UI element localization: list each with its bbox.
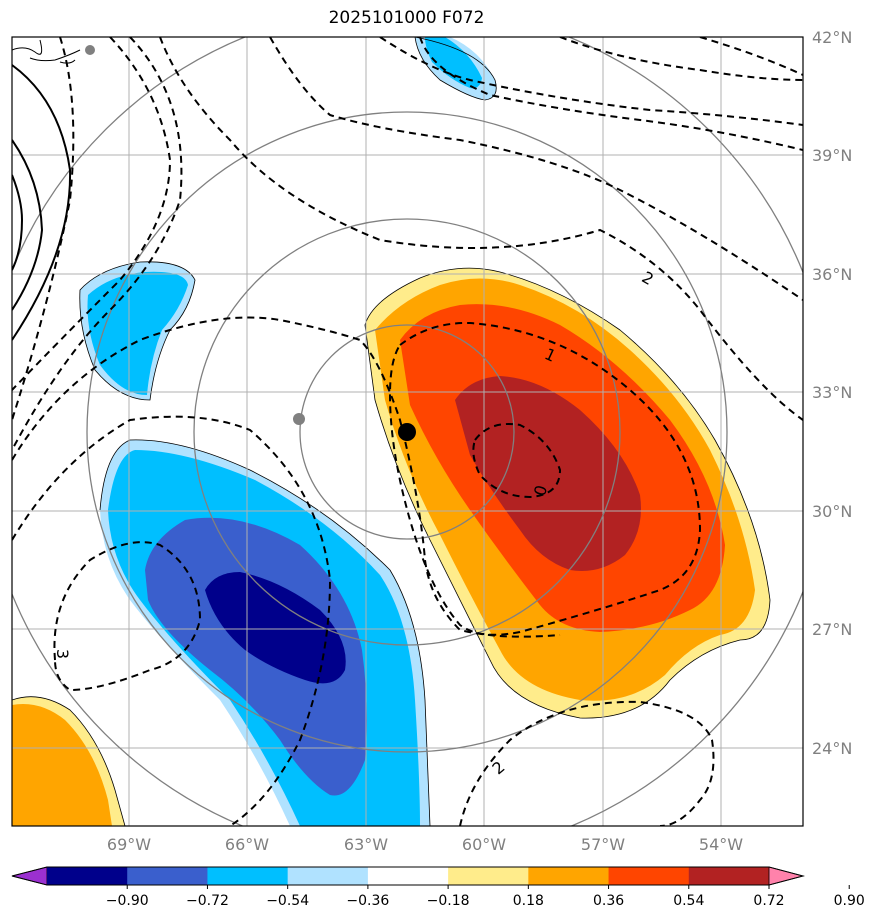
- colorbar-segment: [688, 867, 770, 885]
- colorbar-extend-low: [11, 866, 48, 886]
- colorbar: [11, 866, 805, 886]
- colorbar-tick-label: −0.72: [186, 893, 229, 909]
- colorbar-segment: [207, 867, 289, 885]
- contour-label: 3: [53, 649, 72, 659]
- reference-point-marker: [293, 413, 305, 425]
- colorbar-tick-label: 0.18: [513, 893, 544, 909]
- colorbar-segment: [367, 867, 449, 885]
- colorbar-segment: [448, 867, 529, 885]
- longitude-labels: 69°W 66°W 63°W 60°W 57°W 54°W: [107, 835, 743, 854]
- colorbar-segment: [47, 867, 128, 885]
- latitude-labels: 42°N 39°N 36°N 33°N 30°N 27°N 24°N: [812, 28, 852, 758]
- lon-label: 54°W: [699, 835, 743, 854]
- lat-label: 27°N: [812, 620, 852, 639]
- coastline: [12, 39, 81, 64]
- colorbar-tick-label: −0.90: [106, 893, 149, 909]
- contour-label: 2: [488, 757, 508, 778]
- lat-label: 33°N: [812, 383, 852, 402]
- colorbar-tick-label: −0.36: [346, 893, 389, 909]
- lon-label: 66°W: [225, 835, 269, 854]
- figure-title: 2025101000 F072: [328, 8, 485, 28]
- lat-label: 36°N: [812, 265, 852, 284]
- colorbar-segment: [287, 867, 369, 885]
- cool-anomaly-region: [79, 37, 497, 826]
- contour-label: 0: [530, 483, 551, 498]
- lat-lon-grid: [12, 37, 803, 826]
- storm-center-marker: [398, 423, 416, 441]
- colorbar-tick-label: −0.54: [266, 893, 309, 909]
- colorbar-segment: [127, 867, 208, 885]
- contour-label: 2: [639, 267, 657, 289]
- range-rings: [12, 37, 803, 826]
- colorbar-tick-label: 0.54: [673, 893, 704, 909]
- colorbar-tick-label: 0.90: [834, 893, 865, 909]
- colorbar-tick-label: 0.72: [753, 893, 784, 909]
- map-frame: [11, 36, 804, 827]
- colorbar-segment: [528, 867, 610, 885]
- lat-label: 42°N: [812, 28, 852, 47]
- colorbar-tick-label: 0.36: [593, 893, 624, 909]
- colorbar-extend-high: [768, 866, 805, 886]
- lon-label: 60°W: [462, 835, 506, 854]
- solid-contours: [12, 64, 72, 341]
- lon-label: 63°W: [344, 835, 388, 854]
- lon-label: 57°W: [581, 835, 625, 854]
- colorbar-tick-label: −0.18: [427, 893, 470, 909]
- warm-anomaly-region: [12, 268, 770, 826]
- colorbar-segment: [608, 867, 690, 885]
- reference-point-marker: [85, 45, 95, 55]
- colorbar-labels: −0.90 −0.72 −0.54 −0.36 −0.18 0.18 0.36 0.54 0.7…: [106, 885, 865, 909]
- lat-label: 39°N: [812, 146, 852, 165]
- lon-label: 69°W: [107, 835, 151, 854]
- lat-label: 30°N: [812, 502, 852, 521]
- lat-label: 24°N: [812, 739, 852, 758]
- map-area: 2 1 0 3 2: [12, 37, 803, 826]
